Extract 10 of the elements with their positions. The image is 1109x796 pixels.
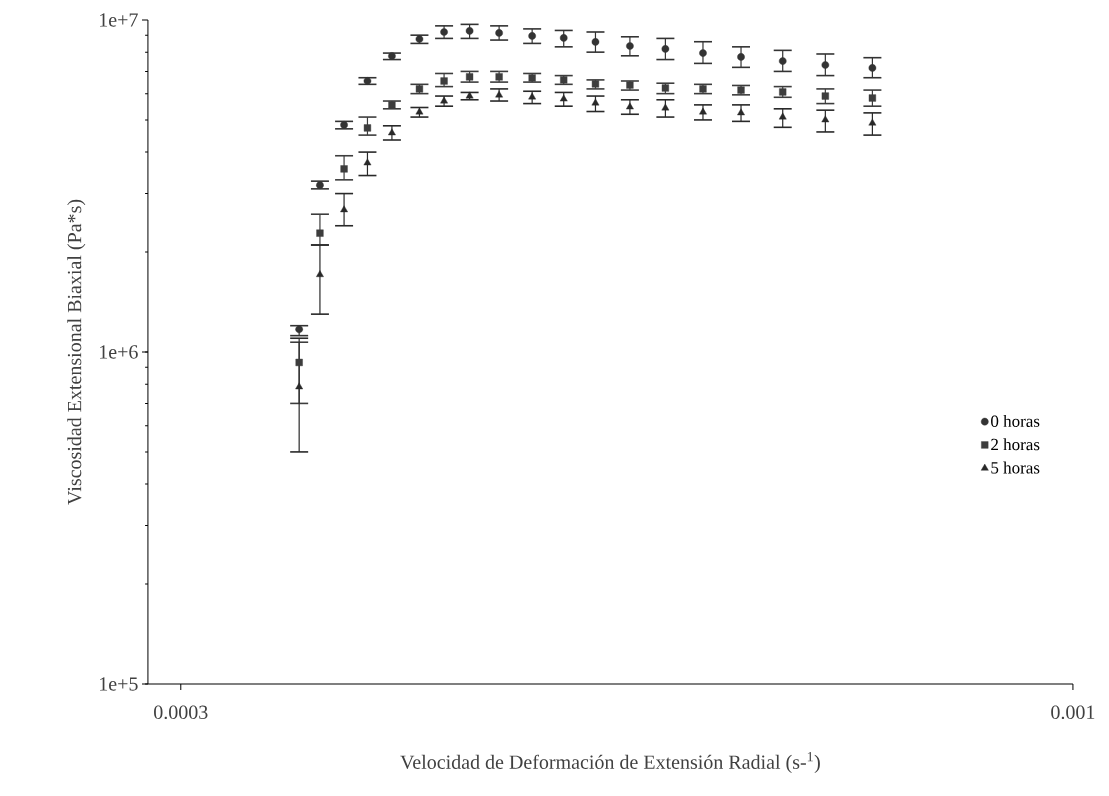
legend-label: 2 horas [991,438,1040,451]
legend-label: 0 horas [991,415,1040,427]
y-tick-label: 1e+5 [100,677,138,691]
x-tick-label: 0.001 [1051,705,1095,720]
y-tick-label: 1e+7 [100,13,138,27]
x-axis-title: Velocidad de Deformación de Extensión Radial (s-$^{1}$) [400,751,820,773]
y-tick-label: 1e+6 [100,345,138,359]
legend-label: 5 horas [991,461,1040,474]
y-axis-title: Viscosidad Extensional Biaxial (Pa*s) [67,199,86,505]
x-tick-label: 0.0003 [154,705,208,720]
